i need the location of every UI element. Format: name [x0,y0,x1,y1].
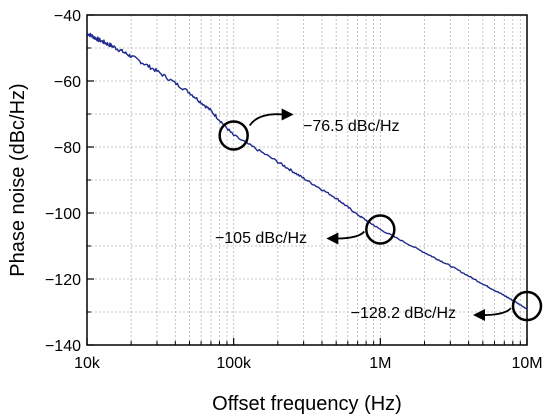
grid [87,15,527,345]
annotation-circle [218,120,249,151]
annotation-circle [511,290,543,322]
annotation-arrow [482,307,512,316]
annotation-label: −105 dBc/Hz [215,230,307,247]
annotation-circle [365,214,396,245]
y-axis-title: Phase noise (dBc/Hz) [7,83,29,276]
annotations: −76.5 dBc/Hz −105 dBc/Hz −128.2 dBc/Hz [215,108,543,322]
x-tick-label: 1M [369,355,391,372]
annotation-label: −128.2 dBc/Hz [351,305,456,322]
annotation-label: −76.5 dBc/Hz [303,118,400,135]
annotation-arrowhead [281,108,294,121]
y-tick-label: −80 [54,140,81,157]
annotation-arrowhead [473,309,485,322]
y-tick-label: −40 [54,8,81,25]
series-layer [86,32,528,310]
y-tick-label: −120 [45,272,81,289]
x-tick-label: 100k [216,355,252,372]
x-axis-title: Offset frequency (Hz) [212,393,402,415]
y-tick-label: −100 [45,206,81,223]
y-tick-label: −60 [54,74,81,91]
annotation-arrow [336,230,366,240]
y-tick-label: −140 [45,338,81,355]
annotation-arrow [248,113,284,126]
phase-noise-series-line [86,32,528,310]
x-tick-label: 10k [74,355,101,372]
x-tick-label: 10M [511,355,542,372]
ticks: 10k 100k 1M 10M −40 −60 −80 −100 −120 −140 [45,8,543,372]
annotation-arrowhead [326,232,339,245]
